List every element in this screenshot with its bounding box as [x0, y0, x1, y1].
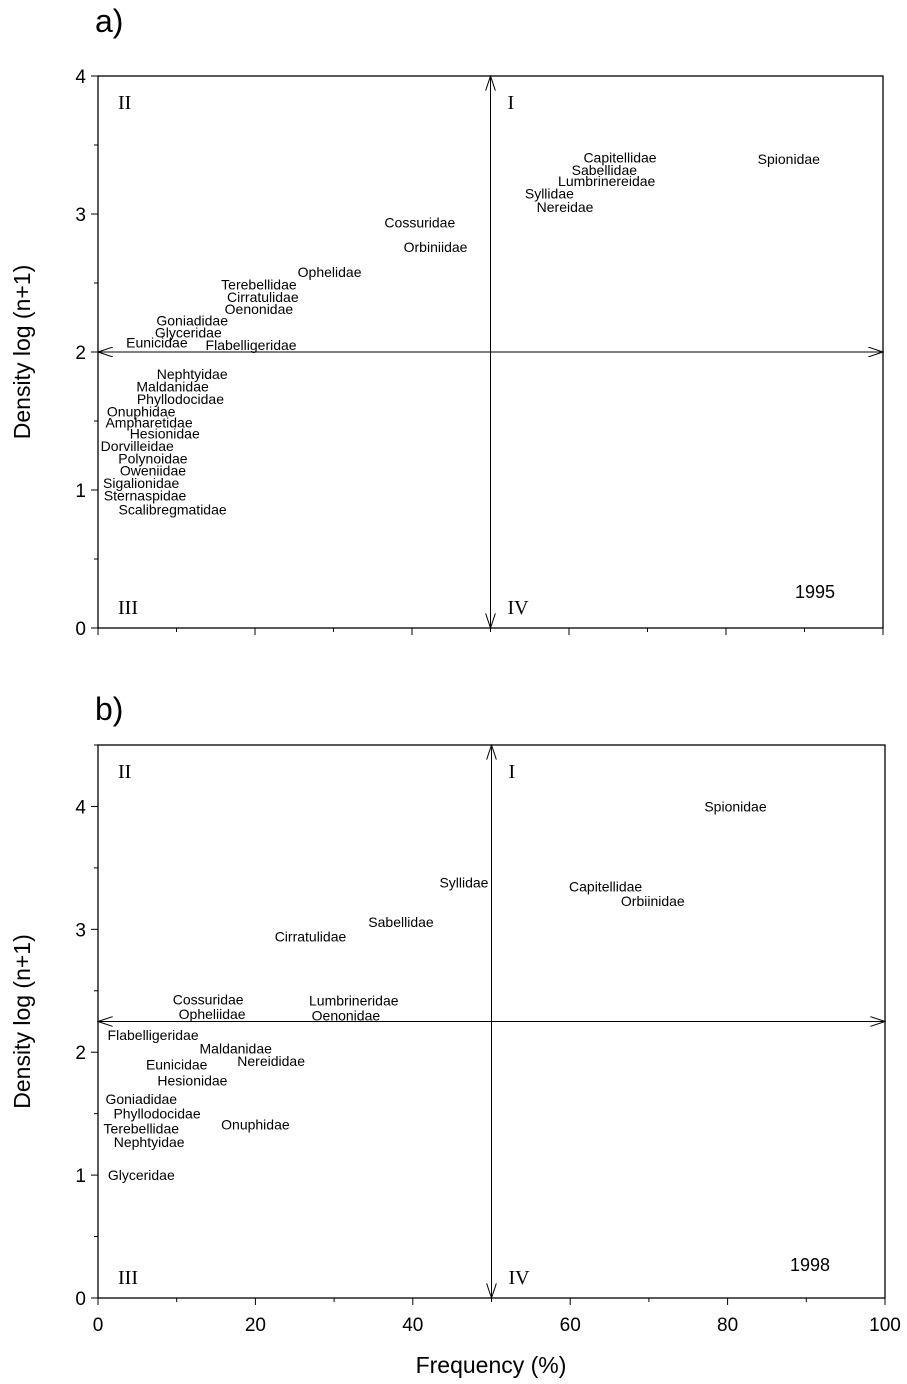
data-point-label: Syllidae: [439, 875, 488, 891]
data-point-label: Nereidae: [537, 199, 594, 215]
y-tick-label: 2: [75, 343, 86, 364]
panel-label: a): [95, 3, 123, 39]
data-point-label: Cossuridae: [173, 991, 244, 1007]
quadrant-label-I: I: [509, 761, 516, 783]
data-point-label: Sternaspidae: [104, 488, 187, 504]
y-tick-label: 0: [75, 1289, 86, 1310]
data-point-label: Spionidae: [758, 151, 820, 167]
data-point-label: Syllidae: [525, 185, 574, 201]
data-point-label: Cirratulidae: [227, 289, 299, 305]
data-point-label: Onuphidae: [221, 1117, 290, 1133]
data-point-label: Opheliidae: [179, 1006, 246, 1022]
data-point-label: Terebellidae: [104, 1120, 180, 1136]
data-point-label: Flabelligeridae: [108, 1027, 199, 1043]
quadrant-label-I: I: [508, 92, 515, 114]
x-tick-label: 60: [560, 1315, 581, 1336]
data-point-label: Sabellidae: [572, 162, 638, 178]
quadrant-label-IV: IV: [508, 597, 530, 619]
data-point-label: Goniadidae: [156, 312, 228, 328]
data-point-label: Nereididae: [237, 1053, 305, 1069]
y-tick-label: 3: [75, 920, 86, 941]
data-point-label: Spionidae: [704, 798, 766, 814]
data-point-label: Terebellidae: [221, 276, 297, 292]
data-point-label: Glyceridae: [108, 1167, 175, 1183]
y-tick-label: 4: [75, 67, 86, 88]
data-point-label: Phyllodocidae: [137, 391, 224, 407]
data-point-label: Flabelligeridae: [206, 337, 297, 353]
x-tick-label: 20: [245, 1315, 266, 1336]
data-point-label: Hesionidae: [130, 425, 200, 441]
data-point-label: Cossuridae: [384, 214, 455, 230]
data-point-label: Nephtyidae: [157, 366, 228, 382]
data-point-label: Lumbrinereidae: [558, 173, 655, 189]
data-point-label: Ampharetidae: [105, 414, 192, 430]
data-point-label: Oenonidae: [225, 301, 294, 317]
data-point-label: Oweniidae: [120, 463, 186, 479]
data-point-label: Onuphidae: [107, 403, 176, 419]
quadrant-label-IV: IV: [509, 1267, 531, 1289]
data-point-label: Maldanidae: [136, 379, 209, 395]
x-tick-label: 0: [93, 1315, 104, 1336]
data-point-label: Maldanidae: [200, 1041, 273, 1057]
y-tick-label: 1: [75, 1166, 86, 1187]
data-point-label: Cirratulidae: [275, 929, 347, 945]
data-point-label: Lumbrineridae: [309, 993, 399, 1009]
x-tick-label: 100: [869, 1315, 901, 1336]
quadrant-label-III: III: [118, 597, 138, 619]
data-point-label: Sigalionidae: [103, 475, 179, 491]
data-point-label: Dorvilleidae: [101, 438, 174, 454]
y-tick-label: 0: [75, 619, 86, 640]
x-tick-label: 40: [402, 1315, 423, 1336]
y-axis-title: Density log (n+1): [9, 265, 35, 440]
quadrant-label-III: III: [118, 1267, 138, 1289]
data-point-label: Eunicidae: [146, 1057, 208, 1073]
data-point-label: Capitellidae: [569, 878, 642, 894]
x-axis-title: Frequency (%): [416, 1352, 567, 1378]
data-point-label: Sabellidae: [368, 914, 434, 930]
data-point-label: Hesionidae: [157, 1072, 227, 1088]
data-point-label: Ophelidae: [298, 264, 362, 280]
data-point-label: Orbiinidae: [621, 893, 685, 909]
data-point-label: Polynoidae: [118, 450, 187, 466]
quadrant-label-II: II: [118, 92, 131, 114]
data-point-label: Eunicidae: [126, 334, 188, 350]
y-axis-title: Density log (n+1): [9, 934, 35, 1109]
data-point-label: Nephtyidae: [114, 1134, 185, 1150]
y-tick-label: 4: [75, 797, 86, 818]
data-point-label: Glyceridae: [155, 325, 222, 341]
year-label: 1998: [790, 1255, 830, 1275]
data-point-label: Oenonidae: [312, 1007, 381, 1023]
y-tick-label: 2: [75, 1043, 86, 1064]
y-tick-label: 1: [75, 481, 86, 502]
year-label: 1995: [795, 582, 835, 602]
x-tick-label: 80: [717, 1315, 738, 1336]
y-tick-label: 3: [75, 205, 86, 226]
data-point-label: Phyllodocidae: [113, 1106, 200, 1122]
data-point-label: Goniadidae: [105, 1091, 177, 1107]
data-point-label: Orbiniidae: [404, 239, 468, 255]
panel-label: b): [95, 691, 123, 727]
data-point-label: Capitellidae: [583, 149, 656, 165]
data-point-label: Scalibregmatidae: [118, 501, 226, 517]
quadrant-label-II: II: [118, 761, 131, 783]
